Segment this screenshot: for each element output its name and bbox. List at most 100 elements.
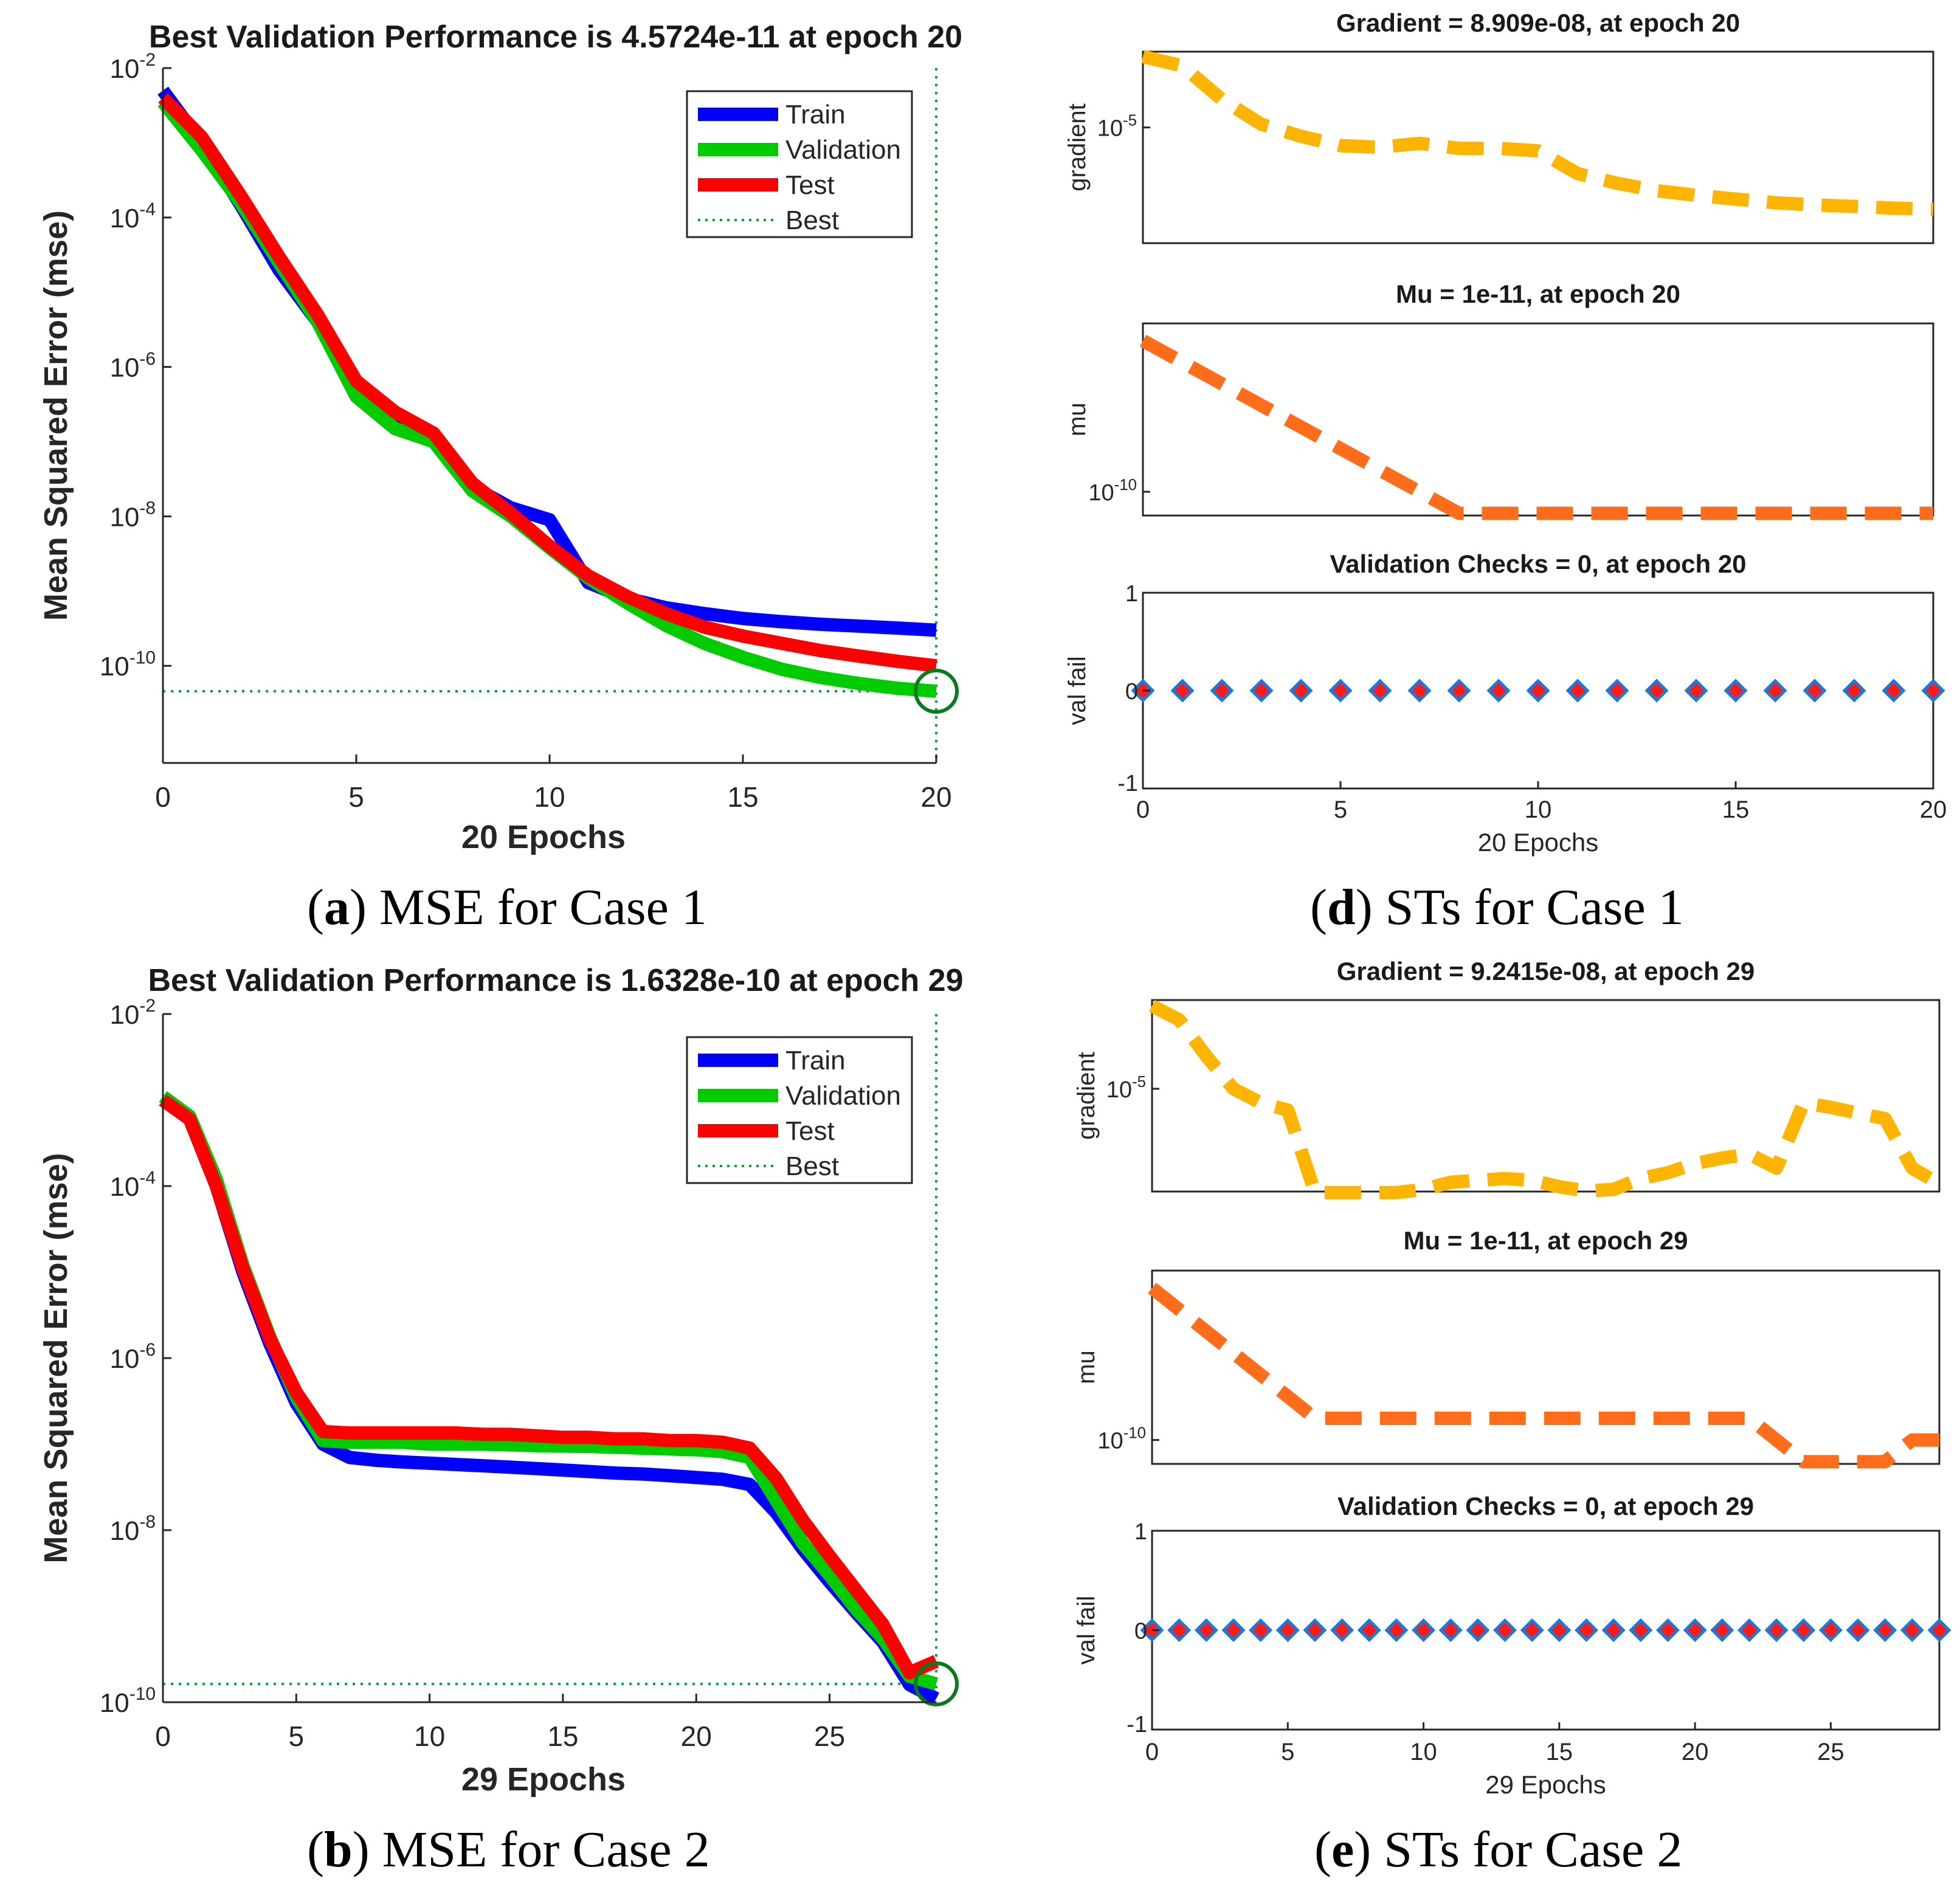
plot-a-xtick-label: 5 — [348, 781, 364, 813]
plot-e-sub3-marker — [1873, 1618, 1897, 1643]
plot-a-best-marker — [914, 668, 959, 714]
plot-a-series-test — [158, 93, 937, 673]
plot-d-xlabel: 20 Epochs — [1478, 828, 1598, 857]
plot-e-xtick-label: 10 — [1410, 1739, 1437, 1765]
plot-d-sub3-marker — [1486, 678, 1511, 703]
plot-d-caption: (d) STs for Case 1 — [1310, 879, 1684, 936]
plot-b-ytick-label: 10-4 — [109, 1168, 156, 1202]
tick-base: 10 — [100, 652, 129, 681]
plot-d-sub3-marker — [1724, 678, 1748, 703]
plot-d-sub3-ytick-label: -1 — [1117, 771, 1138, 796]
plot-e-xtick-label: 5 — [1281, 1739, 1294, 1765]
plot-d-sub3-marker — [1882, 678, 1906, 703]
tick-base: 10 — [109, 1516, 139, 1546]
plot-e-sub3-marker — [1221, 1618, 1246, 1643]
plot-b-title: Best Validation Performance is 1.6328e-1… — [148, 963, 963, 998]
tick-base: 10 — [100, 1688, 129, 1718]
plot-e-sub3-ytick-label: -1 — [1127, 1712, 1147, 1737]
plot-e-sub3-ylabel: val fail — [1073, 1596, 1100, 1665]
plot-e-sub3-marker — [1303, 1618, 1327, 1643]
plot-e-sub3-marker — [1249, 1618, 1273, 1643]
plot-b-xlabel: 29 Epochs — [461, 1761, 626, 1798]
plot-e-sub3-marker — [1357, 1618, 1381, 1643]
plot-e-sub3-marker — [1629, 1618, 1653, 1643]
plot-e-sub3-marker — [1927, 1618, 1951, 1643]
plot-e-sub2-ytick-label: 10-10 — [1097, 1425, 1146, 1454]
plot-e-sub3-marker — [1547, 1618, 1572, 1643]
plot-e-sub3-marker — [1466, 1618, 1490, 1643]
plot-d-xtick-label: 5 — [1334, 796, 1347, 823]
tick-exponent: -5 — [1132, 1074, 1146, 1091]
plot-d-sub1-series-line — [1141, 50, 1934, 216]
plot-d-xtick-label: 0 — [1136, 796, 1150, 823]
plot-b-xtick-label: 10 — [414, 1720, 445, 1752]
caption-part: ) STs for Case 1 — [1356, 879, 1684, 936]
plot-b-best-marker — [914, 1661, 959, 1706]
plot-d-sub3-marker — [1170, 678, 1195, 703]
tick-exponent: -10 — [129, 1684, 156, 1704]
caption-part: a — [324, 879, 350, 936]
plot-d-sub3-marker — [1684, 678, 1708, 703]
tick-exponent: -2 — [139, 50, 156, 70]
plot-a-ytick-label: 10-10 — [100, 647, 156, 681]
plot-d-xtick-label: 10 — [1525, 796, 1552, 823]
plot-e-sub3-marker — [1900, 1618, 1924, 1643]
plot-e-caption: (e) STs for Case 2 — [1314, 1821, 1682, 1878]
caption-part: ( — [1314, 1821, 1331, 1878]
plot-d-sub3-marker — [1328, 678, 1353, 703]
plot-a-ylabel: Mean Squared Error (mse) — [38, 210, 74, 621]
tick-base: 10 — [1088, 480, 1114, 506]
plot-e-sub3-marker — [1194, 1618, 1218, 1643]
tick-base: 10 — [109, 502, 139, 532]
plot-e-sub3-marker — [1818, 1618, 1843, 1643]
tick-exponent: -10 — [1114, 477, 1137, 494]
plot-e-sub3-marker — [1846, 1618, 1870, 1643]
plot-b-xtick-label: 5 — [289, 1720, 305, 1752]
plot-e-xtick-label: 15 — [1546, 1739, 1573, 1765]
plot-a-title: Best Validation Performance is 4.5724e-1… — [149, 19, 962, 55]
plot-d-xtick-label: 15 — [1722, 796, 1750, 823]
plot-d-sub2-series-line — [1139, 334, 1933, 520]
caption-part: ( — [307, 879, 324, 936]
caption-part: ( — [307, 1821, 324, 1878]
tick-base: 10 — [109, 1000, 139, 1030]
plot-d-sub3-marker — [1289, 678, 1313, 703]
tick-exponent: -10 — [1123, 1425, 1146, 1442]
tick-exponent: -8 — [139, 499, 156, 519]
tick-base: 10 — [109, 353, 139, 383]
caption-part: ( — [1310, 879, 1327, 936]
tick-base: 10 — [109, 54, 139, 84]
plot-e-sub3-marker — [1167, 1618, 1192, 1643]
plot-d-sub3-marker — [1644, 678, 1669, 703]
plot-d-sub3-marker — [1763, 678, 1787, 703]
caption-part: b — [324, 1821, 353, 1878]
plot-e-sub1-ylabel: gradient — [1073, 1052, 1100, 1140]
plot-e-sub1-ytick-label: 10-5 — [1106, 1074, 1146, 1103]
plot-a-ytick-label: 10-8 — [109, 499, 156, 533]
plot-d-sub3-marker — [1565, 678, 1590, 703]
plot-e-sub3-ytick-label: 1 — [1134, 1519, 1147, 1545]
caption-part: d — [1327, 879, 1356, 936]
plot-b-xtick-label: 20 — [681, 1720, 712, 1752]
tick-base: 10 — [1097, 1429, 1123, 1454]
plot-e-sub2-ylabel: mu — [1073, 1350, 1100, 1384]
tick-exponent: -8 — [139, 1512, 156, 1532]
plot-d-xtick-label: 20 — [1920, 796, 1947, 823]
plot-d-sub3-marker — [1842, 678, 1866, 703]
plot-d-sub1-ylabel: gradient — [1064, 103, 1091, 191]
plot-d-sub3-marker — [1447, 678, 1471, 703]
plot-a-xtick-label: 0 — [155, 781, 171, 813]
plot-e-xlabel: 29 Epochs — [1485, 1770, 1606, 1799]
tick-exponent: -2 — [139, 996, 156, 1016]
caption-part: ) STs for Case 2 — [1354, 1821, 1682, 1878]
caption-part: e — [1331, 1821, 1354, 1878]
plot-d-sub3-marker — [1368, 678, 1392, 703]
plot-d-sub3-marker — [1803, 678, 1827, 703]
plot-a-xtick-label: 10 — [534, 781, 565, 813]
plot-e-sub1-series-line — [1148, 999, 1943, 1199]
plot-b-xtick-label: 15 — [547, 1720, 578, 1752]
plot-b-ytick-label: 10-6 — [109, 1340, 156, 1374]
tick-exponent: -6 — [139, 349, 156, 369]
tick-exponent: -6 — [139, 1340, 156, 1360]
